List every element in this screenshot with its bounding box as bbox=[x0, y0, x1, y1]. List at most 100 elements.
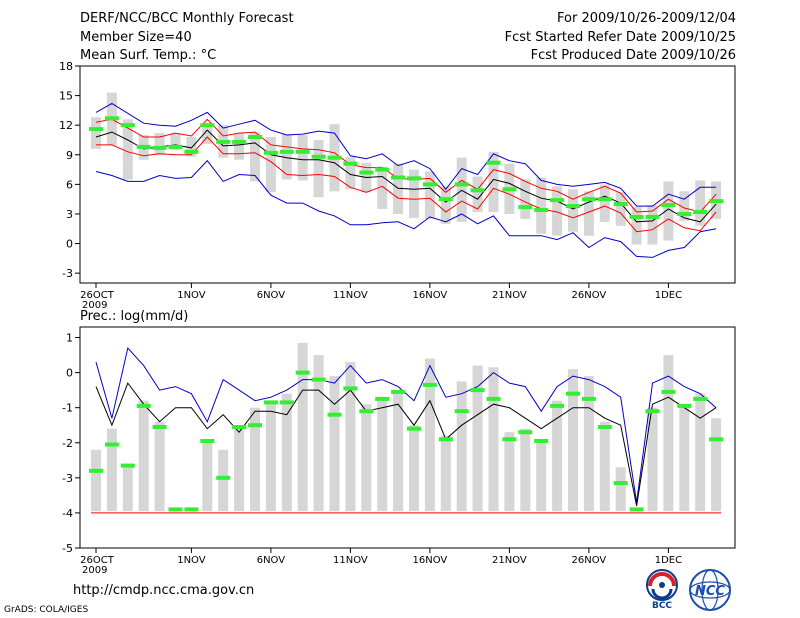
ensemble-box bbox=[552, 186, 563, 236]
ensemble-box bbox=[202, 123, 213, 144]
x-tick-label: 16NOV bbox=[413, 555, 448, 566]
bcc-logo-text: BCC bbox=[652, 601, 672, 610]
obs-marker bbox=[566, 391, 580, 396]
x-tick-label: 26NOV bbox=[572, 555, 607, 566]
ensemble-box bbox=[313, 355, 324, 512]
obs-marker bbox=[311, 377, 326, 382]
ensemble-box bbox=[679, 191, 690, 221]
obs-marker bbox=[677, 212, 692, 216]
obs-marker bbox=[629, 214, 644, 219]
mean-line bbox=[95, 129, 717, 223]
y-tick-label: 12 bbox=[59, 119, 73, 132]
plot-frame bbox=[79, 65, 736, 284]
ensemble-box bbox=[583, 376, 594, 512]
ensemble-box bbox=[297, 135, 308, 181]
ensemble-box bbox=[91, 449, 101, 512]
ensemble-box bbox=[568, 189, 578, 232]
ensemble-box bbox=[599, 184, 610, 222]
ensemble-box bbox=[663, 355, 674, 512]
ensemble-box bbox=[552, 400, 563, 512]
forecast-start-date: Fcst Started Refer Date 2009/10/25 bbox=[504, 30, 736, 45]
obs-marker bbox=[438, 197, 453, 202]
ensemble-box bbox=[631, 207, 642, 245]
obs-marker bbox=[168, 144, 183, 149]
obs-marker bbox=[232, 139, 247, 144]
ensemble-box bbox=[615, 467, 626, 512]
obs-marker bbox=[263, 400, 278, 405]
ensemble-box bbox=[170, 133, 181, 150]
ensemble-box bbox=[409, 425, 419, 512]
obs-marker bbox=[661, 389, 676, 394]
ensemble-box bbox=[265, 137, 276, 193]
x-tick-label: 26OCT bbox=[80, 555, 115, 566]
ensemble-box bbox=[202, 442, 213, 512]
obs-marker bbox=[343, 386, 358, 391]
obs-marker bbox=[677, 403, 692, 408]
obs-marker bbox=[279, 400, 294, 405]
obs-marker bbox=[407, 176, 421, 181]
obs-marker bbox=[550, 198, 565, 203]
obs-marker bbox=[661, 203, 676, 208]
ensemble-box bbox=[679, 404, 690, 512]
ensemble-box bbox=[361, 404, 372, 512]
forecast-period: For 2009/10/26-2009/12/04 bbox=[557, 11, 736, 26]
x-tick-label: 21NOV bbox=[492, 290, 527, 301]
ensemble-box bbox=[345, 362, 356, 512]
ensemble-box bbox=[122, 467, 133, 512]
obs-marker bbox=[391, 389, 406, 394]
obs-marker bbox=[581, 396, 596, 401]
ensemble-box bbox=[472, 176, 483, 212]
obs-marker bbox=[200, 439, 215, 443]
source-url[interactable]: http://cmdp.ncc.cma.gov.cn bbox=[73, 583, 255, 598]
ensemble-box bbox=[472, 365, 483, 512]
obs-marker bbox=[200, 123, 215, 128]
ensemble-box bbox=[409, 169, 419, 218]
plot-frame bbox=[79, 326, 736, 549]
y-tick-label: 15 bbox=[59, 90, 73, 103]
obs-marker bbox=[327, 412, 342, 417]
obs-marker bbox=[486, 396, 501, 401]
ensemble-box bbox=[647, 205, 658, 245]
min-line bbox=[95, 159, 717, 258]
forecast-produced-date: Fcst Produced Date 2009/10/26 bbox=[530, 48, 736, 63]
obs-marker bbox=[597, 425, 612, 429]
ensemble-box bbox=[393, 393, 404, 512]
y-tick-label: 18 bbox=[59, 60, 73, 73]
y-tick-label: -2 bbox=[62, 437, 73, 450]
ensemble-box bbox=[424, 358, 435, 512]
ensemble-box bbox=[91, 117, 101, 149]
obs-marker bbox=[597, 197, 612, 202]
obs-marker bbox=[454, 182, 469, 187]
obs-marker bbox=[248, 135, 262, 139]
x-tick-label: 1DEC bbox=[655, 555, 682, 566]
x-tick-label: 26OCT bbox=[80, 290, 115, 301]
obs-marker bbox=[518, 430, 533, 435]
ensemble-box bbox=[663, 181, 674, 241]
obs-marker bbox=[120, 463, 135, 468]
y-tick-label: 6 bbox=[66, 178, 73, 191]
ensemble-box bbox=[250, 132, 260, 182]
obs-marker bbox=[581, 197, 596, 202]
x-tick-label: 21NOV bbox=[492, 555, 527, 566]
obs-marker bbox=[120, 123, 135, 128]
obs-marker bbox=[216, 139, 231, 144]
obs-marker bbox=[104, 116, 119, 121]
ensemble-box bbox=[281, 393, 292, 512]
ensemble-box bbox=[440, 435, 451, 512]
ensemble-box bbox=[154, 421, 165, 512]
obs-marker bbox=[422, 382, 437, 387]
ensemble-box bbox=[234, 133, 245, 160]
obs-marker bbox=[184, 507, 199, 512]
ensemble-box bbox=[313, 140, 324, 198]
bcc-logo: BCC bbox=[640, 566, 684, 611]
obs-marker bbox=[248, 423, 262, 428]
obs-marker bbox=[375, 167, 390, 172]
y-tick-label: -3 bbox=[62, 267, 73, 280]
ensemble-box bbox=[504, 432, 515, 512]
ensemble-box bbox=[138, 400, 149, 512]
obs-marker bbox=[502, 187, 517, 192]
obs-marker bbox=[152, 425, 167, 429]
obs-marker bbox=[470, 388, 485, 393]
